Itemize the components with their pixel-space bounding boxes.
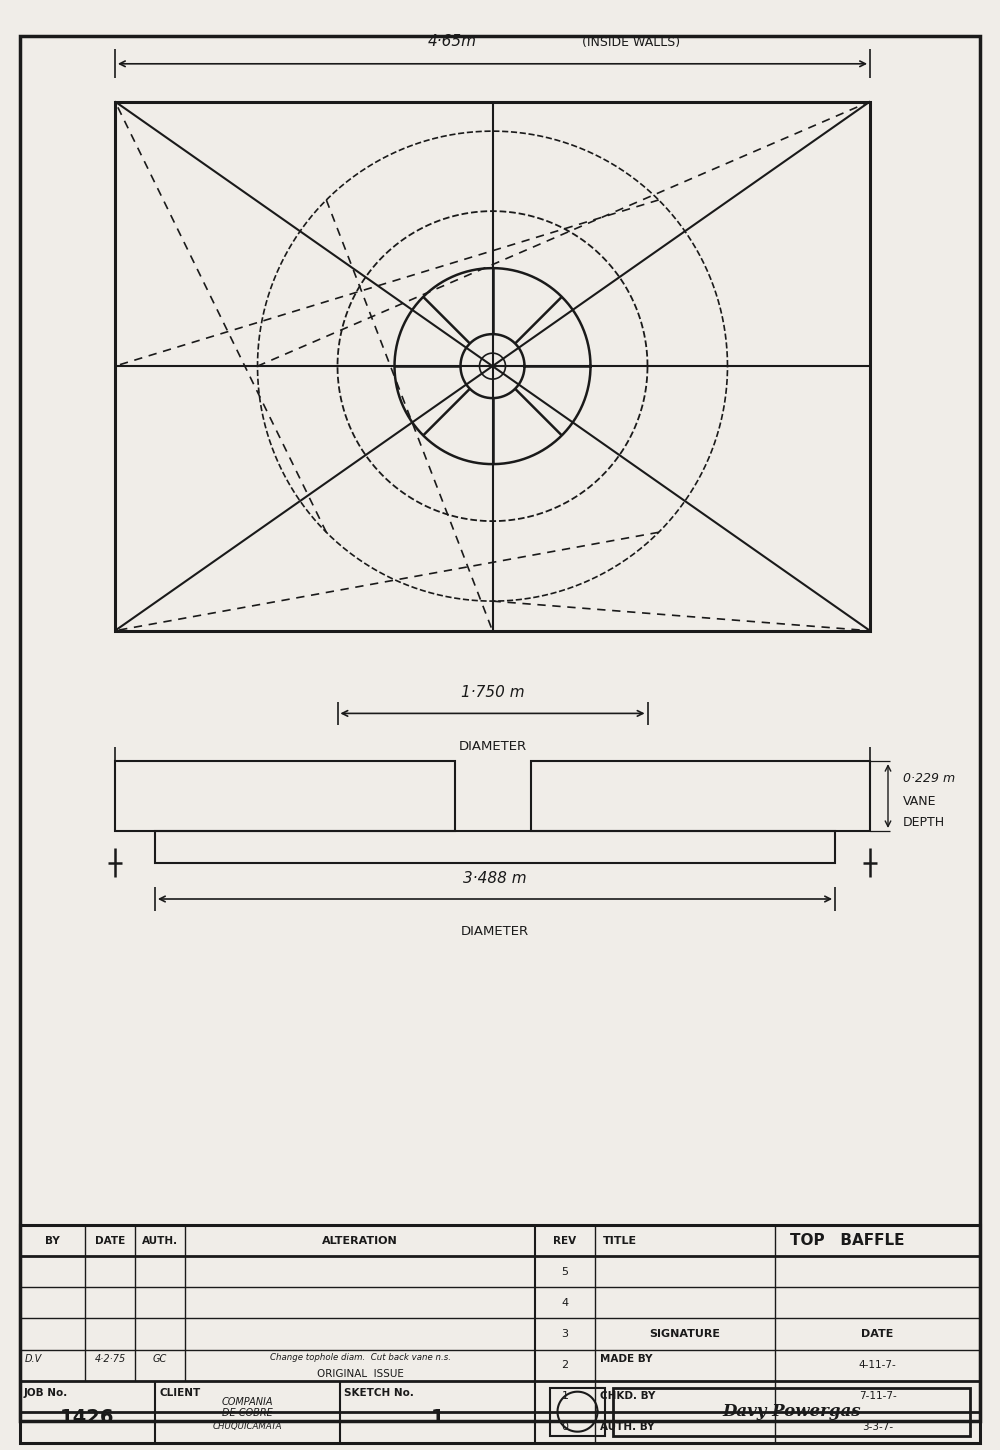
Text: ALTERATION: ALTERATION	[322, 1235, 398, 1246]
Text: TITLE: TITLE	[603, 1235, 637, 1246]
Text: D.V: D.V	[25, 1354, 42, 1364]
Text: VANE: VANE	[903, 796, 936, 808]
Text: (INSIDE WALLS): (INSIDE WALLS)	[582, 36, 681, 49]
Text: AUTH.: AUTH.	[142, 1235, 178, 1246]
Text: 5: 5	[562, 1267, 568, 1277]
Text: 3-3-7-: 3-3-7-	[862, 1422, 893, 1433]
Text: DIAMETER: DIAMETER	[458, 740, 527, 753]
Text: 1·750 m: 1·750 m	[461, 686, 524, 700]
Text: REV: REV	[553, 1235, 577, 1246]
Text: DE COBRE: DE COBRE	[222, 1408, 273, 1418]
Text: DATE: DATE	[861, 1330, 894, 1338]
Text: AUTH. BY: AUTH. BY	[600, 1422, 654, 1433]
Text: CLIENT: CLIENT	[159, 1388, 200, 1398]
Text: SKETCH No.: SKETCH No.	[344, 1388, 414, 1398]
Bar	[613, 1388, 970, 1436]
Bar	[20, 1225, 980, 1443]
Text: CHUQUICAMATA: CHUQUICAMATA	[213, 1421, 282, 1431]
Text: CHKD. BY: CHKD. BY	[600, 1391, 655, 1401]
Text: BY: BY	[45, 1235, 60, 1246]
Text: DIAMETER: DIAMETER	[461, 925, 529, 938]
Text: 0: 0	[562, 1422, 568, 1433]
Text: DATE: DATE	[95, 1235, 125, 1246]
Bar	[115, 761, 454, 831]
Text: 1426: 1426	[60, 1408, 115, 1427]
Text: GC: GC	[153, 1354, 167, 1364]
Text: SIGNATURE: SIGNATURE	[650, 1330, 720, 1338]
Text: 4-11-7-: 4-11-7-	[859, 1360, 896, 1370]
Text: 7-11-7-: 7-11-7-	[859, 1391, 896, 1401]
Text: 1: 1	[562, 1391, 568, 1401]
Text: 0·229 m: 0·229 m	[903, 773, 955, 784]
Text: 3: 3	[562, 1330, 568, 1338]
Text: Davy Powergas: Davy Powergas	[722, 1404, 861, 1420]
Text: 4·65m: 4·65m	[428, 35, 477, 49]
Text: MADE BY: MADE BY	[600, 1354, 652, 1364]
Text: TOP   BAFFLE: TOP BAFFLE	[790, 1234, 905, 1248]
Bar	[115, 102, 870, 631]
Text: Change tophole diam.  Cut back vane n.s.: Change tophole diam. Cut back vane n.s.	[270, 1353, 450, 1363]
Text: 4·2·75: 4·2·75	[94, 1354, 126, 1364]
Bar	[530, 761, 870, 831]
Text: ORIGINAL  ISSUE: ORIGINAL ISSUE	[317, 1369, 403, 1379]
Bar	[155, 831, 835, 863]
Text: 2: 2	[561, 1360, 569, 1370]
Text: COMPANIA: COMPANIA	[222, 1396, 273, 1406]
Text: 3·488 m: 3·488 m	[463, 871, 527, 886]
Bar	[550, 1388, 605, 1436]
Text: JOB No.: JOB No.	[24, 1388, 68, 1398]
Text: DEPTH: DEPTH	[903, 816, 945, 828]
Text: 1: 1	[431, 1408, 444, 1427]
Text: 4: 4	[561, 1298, 569, 1308]
